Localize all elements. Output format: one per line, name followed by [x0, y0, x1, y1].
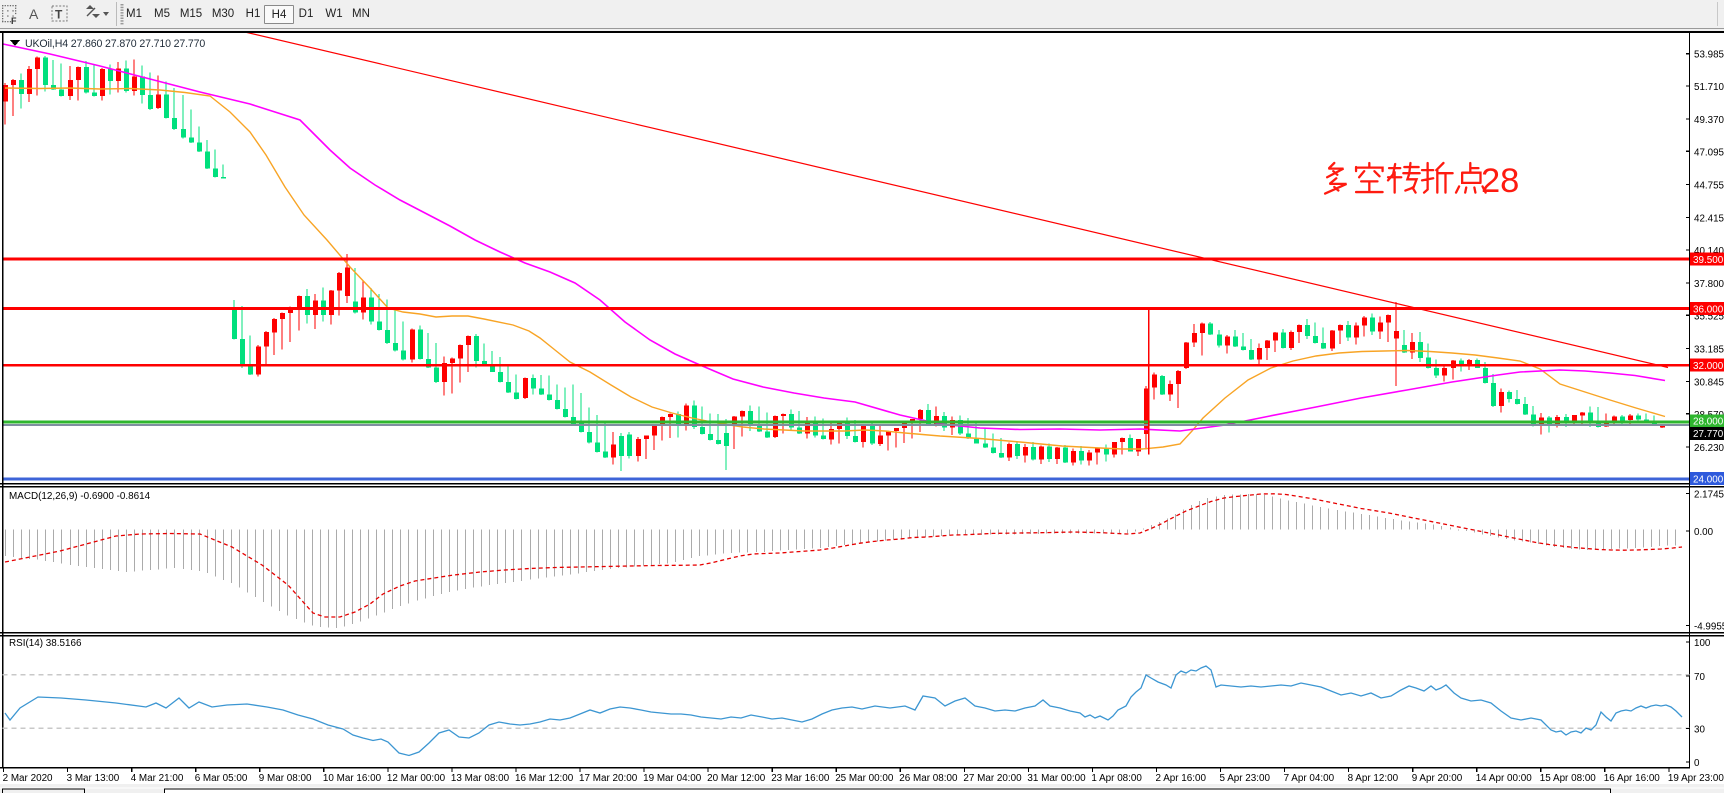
- svg-text:5 Apr 23:00: 5 Apr 23:00: [1220, 773, 1271, 784]
- svg-text:RSI(14) 38.5166: RSI(14) 38.5166: [9, 638, 82, 649]
- svg-text:51.710: 51.710: [1694, 82, 1724, 93]
- svg-text:40.140: 40.140: [1694, 246, 1724, 257]
- svg-text:13 Mar 08:00: 13 Mar 08:00: [451, 773, 510, 784]
- svg-text:30: 30: [1694, 725, 1705, 736]
- svg-text:9 Apr 20:00: 9 Apr 20:00: [1412, 773, 1463, 784]
- svg-text:6 Mar 05:00: 6 Mar 05:00: [195, 773, 248, 784]
- svg-text:16 Apr 16:00: 16 Apr 16:00: [1604, 773, 1661, 784]
- svg-text:1 Apr 08:00: 1 Apr 08:00: [1091, 773, 1142, 784]
- svg-text:9 Mar 08:00: 9 Mar 08:00: [259, 773, 312, 784]
- svg-text:2 Apr 16:00: 2 Apr 16:00: [1156, 773, 1207, 784]
- svg-text:28.000: 28.000: [1693, 417, 1724, 428]
- svg-text:49.370: 49.370: [1694, 115, 1724, 126]
- svg-text:UKOil,H4 27.860 27.870 27.710: UKOil,H4 27.860 27.870 27.710 27.770: [25, 38, 205, 50]
- svg-text:T: T: [55, 8, 63, 22]
- svg-text:23 Mar 16:00: 23 Mar 16:00: [771, 773, 830, 784]
- svg-text:39.500: 39.500: [1693, 255, 1724, 266]
- svg-text:F: F: [11, 16, 17, 26]
- svg-text:37.800: 37.800: [1694, 279, 1724, 290]
- svg-text:27.770: 27.770: [1693, 429, 1724, 440]
- svg-text:7 Apr 04:00: 7 Apr 04:00: [1284, 773, 1335, 784]
- svg-text:8 Apr 12:00: 8 Apr 12:00: [1348, 773, 1399, 784]
- svg-text:27 Mar 20:00: 27 Mar 20:00: [963, 773, 1022, 784]
- svg-text:17 Mar 20:00: 17 Mar 20:00: [579, 773, 638, 784]
- svg-text:0: 0: [1694, 758, 1700, 769]
- svg-text:33.185: 33.185: [1694, 344, 1724, 355]
- svg-text:15 Apr 08:00: 15 Apr 08:00: [1540, 773, 1597, 784]
- svg-text:100: 100: [1694, 638, 1711, 649]
- svg-text:53.985: 53.985: [1694, 50, 1724, 61]
- svg-text:24.000: 24.000: [1693, 474, 1724, 485]
- svg-text:14 Apr 00:00: 14 Apr 00:00: [1476, 773, 1533, 784]
- svg-text:20 Mar 12:00: 20 Mar 12:00: [707, 773, 766, 784]
- svg-text:19 Mar 04:00: 19 Mar 04:00: [643, 773, 702, 784]
- svg-text:31 Mar 00:00: 31 Mar 00:00: [1027, 773, 1086, 784]
- svg-text:19 Apr 23:00: 19 Apr 23:00: [1668, 773, 1724, 784]
- svg-text:12 Mar 00:00: 12 Mar 00:00: [387, 773, 446, 784]
- svg-text:36.000: 36.000: [1693, 304, 1724, 315]
- svg-text:35.525: 35.525: [1694, 311, 1724, 322]
- svg-text:3 Mar 13:00: 3 Mar 13:00: [67, 773, 120, 784]
- svg-text:MACD(12,26,9) -0.6900 -0.8614: MACD(12,26,9) -0.6900 -0.8614: [9, 491, 151, 502]
- svg-text:2.1745: 2.1745: [1694, 490, 1724, 501]
- svg-text:10 Mar 16:00: 10 Mar 16:00: [323, 773, 382, 784]
- svg-text:30.845: 30.845: [1694, 378, 1724, 389]
- svg-text:0.00: 0.00: [1694, 527, 1714, 538]
- svg-text:47.095: 47.095: [1694, 147, 1724, 158]
- svg-text:70: 70: [1694, 672, 1705, 683]
- svg-text:44.755: 44.755: [1694, 181, 1724, 192]
- svg-text:28: 28: [1481, 162, 1519, 200]
- svg-text:32.000: 32.000: [1693, 361, 1724, 372]
- svg-text:26 Mar 08:00: 26 Mar 08:00: [899, 773, 958, 784]
- svg-text:42.415: 42.415: [1694, 214, 1724, 225]
- svg-text:4 Mar 21:00: 4 Mar 21:00: [131, 773, 184, 784]
- svg-text:26.230: 26.230: [1694, 443, 1724, 454]
- svg-text:-4.9955: -4.9955: [1694, 622, 1724, 633]
- svg-text:16 Mar 12:00: 16 Mar 12:00: [515, 773, 574, 784]
- svg-text:25 Mar 00:00: 25 Mar 00:00: [835, 773, 894, 784]
- svg-text:2 Mar 2020: 2 Mar 2020: [3, 773, 53, 784]
- svg-text:A: A: [29, 6, 39, 22]
